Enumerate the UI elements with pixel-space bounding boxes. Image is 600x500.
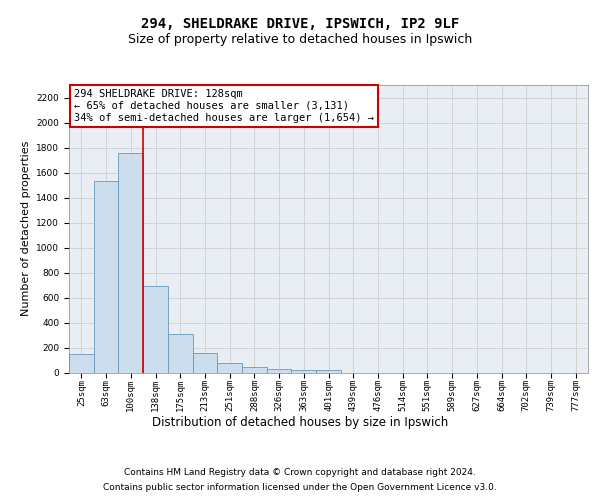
Bar — [292, 370, 316, 372]
Text: 294 SHELDRAKE DRIVE: 128sqm
← 65% of detached houses are smaller (3,131)
34% of : 294 SHELDRAKE DRIVE: 128sqm ← 65% of det… — [74, 90, 374, 122]
Bar — [94, 181, 118, 372]
Bar — [168, 334, 193, 372]
Bar — [143, 286, 168, 372]
Text: Size of property relative to detached houses in Ipswich: Size of property relative to detached ho… — [128, 32, 472, 46]
Bar — [118, 152, 143, 372]
Text: Contains HM Land Registry data © Crown copyright and database right 2024.: Contains HM Land Registry data © Crown c… — [124, 468, 476, 477]
Bar — [267, 370, 292, 372]
Bar — [217, 362, 242, 372]
Bar — [69, 354, 94, 372]
Text: Contains public sector information licensed under the Open Government Licence v3: Contains public sector information licen… — [103, 483, 497, 492]
Text: 294, SHELDRAKE DRIVE, IPSWICH, IP2 9LF: 294, SHELDRAKE DRIVE, IPSWICH, IP2 9LF — [141, 18, 459, 32]
Bar — [242, 367, 267, 372]
Text: Distribution of detached houses by size in Ipswich: Distribution of detached houses by size … — [152, 416, 448, 429]
Bar — [193, 352, 217, 372]
Y-axis label: Number of detached properties: Number of detached properties — [21, 141, 31, 316]
Bar — [316, 370, 341, 372]
